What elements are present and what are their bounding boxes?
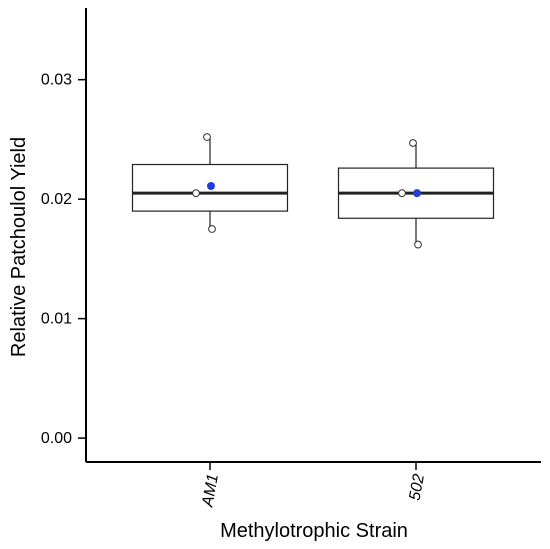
y-tick-label-1: 0.01 [41,311,72,328]
box-AM1 [131,133,289,233]
box-point-1-0 [409,139,417,147]
x-tick-label-1: 502 [407,473,428,502]
axes [85,8,541,463]
box-point-0-2 [208,225,216,233]
y-tick-label-0: 0.00 [41,430,72,447]
x-ticks: AM1 502 [199,462,428,509]
y-tick-label-3: 0.03 [41,72,72,89]
box-502 [337,139,495,249]
y-tick-label-2: 0.02 [41,191,72,208]
boxes [131,133,495,249]
box-mean-1 [413,189,421,198]
box-point-1-1 [398,189,406,198]
box-mean-0 [207,182,215,191]
box-point-0-0 [203,133,211,141]
box-point-0-1 [192,189,200,198]
box-rect-0 [131,163,289,212]
y-ticks: 0.00 0.01 0.02 0.03 [41,72,86,447]
x-axis-label: Methylotrophic Strain [220,520,408,542]
x-tick-label-0: AM1 [199,473,222,509]
box-point-1-2 [414,240,422,249]
y-axis-label: Relative Patchoulol Yield [8,137,30,357]
